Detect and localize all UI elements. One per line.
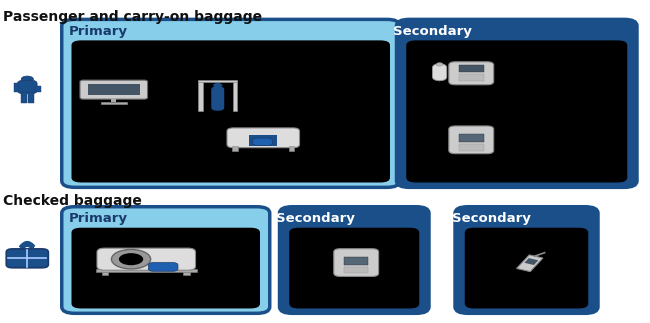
Bar	[101, 102, 127, 104]
Bar	[249, 135, 278, 146]
Bar	[21, 92, 27, 103]
Bar	[14, 83, 20, 92]
Text: Secondary: Secondary	[452, 212, 531, 225]
Text: Secondary: Secondary	[276, 212, 356, 225]
FancyBboxPatch shape	[459, 211, 524, 227]
Polygon shape	[525, 258, 538, 265]
Bar	[102, 272, 109, 275]
Circle shape	[119, 253, 143, 265]
Bar	[232, 146, 238, 151]
Bar	[289, 146, 294, 151]
Bar	[344, 267, 369, 273]
FancyBboxPatch shape	[80, 80, 148, 99]
FancyBboxPatch shape	[400, 23, 465, 39]
Bar	[88, 84, 140, 95]
Text: Passenger and carry-on baggage: Passenger and carry-on baggage	[3, 10, 263, 24]
Circle shape	[436, 63, 443, 66]
FancyBboxPatch shape	[253, 138, 272, 145]
Circle shape	[213, 83, 222, 88]
Bar	[459, 74, 484, 81]
FancyBboxPatch shape	[448, 62, 494, 85]
FancyBboxPatch shape	[66, 23, 131, 39]
FancyBboxPatch shape	[66, 211, 131, 227]
FancyBboxPatch shape	[396, 19, 637, 187]
Bar	[111, 98, 116, 102]
Bar	[459, 144, 484, 151]
FancyBboxPatch shape	[18, 80, 37, 94]
FancyBboxPatch shape	[406, 40, 627, 182]
FancyBboxPatch shape	[227, 128, 300, 148]
Bar	[28, 92, 34, 103]
Text: Primary: Primary	[69, 25, 127, 38]
FancyBboxPatch shape	[455, 207, 598, 313]
FancyBboxPatch shape	[148, 263, 178, 271]
Text: Primary: Primary	[69, 212, 127, 225]
FancyBboxPatch shape	[62, 19, 400, 187]
Bar	[35, 86, 41, 92]
FancyBboxPatch shape	[289, 228, 419, 308]
FancyBboxPatch shape	[280, 207, 429, 313]
FancyBboxPatch shape	[432, 64, 447, 81]
FancyBboxPatch shape	[211, 86, 224, 111]
Text: Checked baggage: Checked baggage	[3, 194, 142, 208]
Bar	[198, 81, 203, 111]
FancyBboxPatch shape	[72, 40, 390, 182]
Text: Secondary: Secondary	[393, 25, 473, 38]
Bar	[96, 269, 197, 272]
FancyArrowPatch shape	[20, 242, 34, 249]
FancyBboxPatch shape	[465, 228, 588, 308]
Bar	[344, 257, 369, 265]
FancyBboxPatch shape	[72, 228, 260, 308]
FancyBboxPatch shape	[283, 211, 348, 227]
Polygon shape	[517, 255, 543, 272]
Bar	[198, 80, 237, 82]
Circle shape	[111, 249, 151, 269]
FancyBboxPatch shape	[334, 249, 378, 276]
Bar	[183, 272, 190, 275]
Bar	[233, 81, 237, 111]
FancyBboxPatch shape	[448, 126, 494, 154]
Bar	[459, 134, 484, 142]
FancyBboxPatch shape	[62, 207, 270, 313]
Bar	[459, 66, 484, 72]
Circle shape	[21, 76, 33, 82]
FancyBboxPatch shape	[97, 248, 196, 270]
FancyBboxPatch shape	[6, 249, 48, 268]
